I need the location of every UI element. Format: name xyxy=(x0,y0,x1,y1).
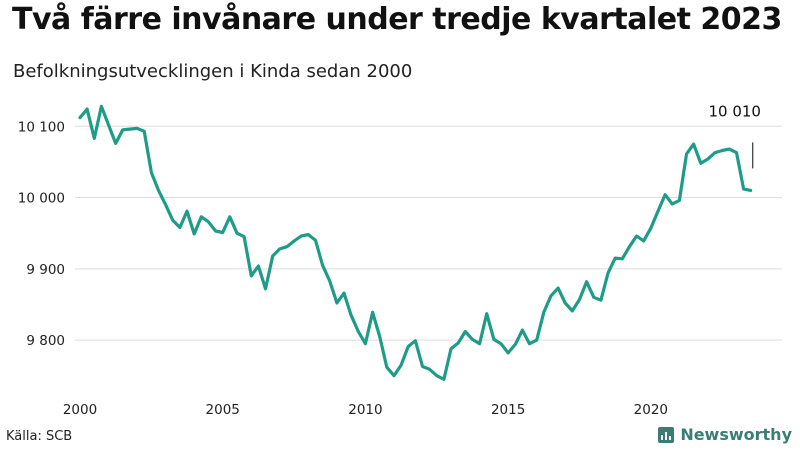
population-line xyxy=(78,104,753,381)
annotation-label: 10 010 xyxy=(708,102,761,120)
y-tick-label: 10 000 xyxy=(18,191,65,207)
y-axis-ticks: 9 800 9 900 10 000 10 100 xyxy=(18,119,65,349)
brand-name: Newsworthy xyxy=(680,425,792,444)
gridlines xyxy=(75,125,782,341)
x-axis-ticks: 2000 2005 2010 2015 2020 xyxy=(63,402,668,418)
y-tick-label: 10 100 xyxy=(18,119,65,135)
newsworthy-logo-icon xyxy=(658,426,675,443)
brand-logo-link[interactable]: Newsworthy xyxy=(658,425,792,444)
y-tick-label: 9 800 xyxy=(26,333,65,349)
y-tick-label: 9 900 xyxy=(26,262,65,278)
x-tick-label: 2005 xyxy=(206,402,240,418)
x-tick-label: 2020 xyxy=(634,402,668,418)
x-tick-label: 2010 xyxy=(348,402,382,418)
page-title: Två färre invånare under tredje kvartale… xyxy=(12,2,782,37)
x-tick-label: 2015 xyxy=(491,402,525,418)
x-tick-label: 2000 xyxy=(63,402,97,418)
page-subtitle: Befolkningsutvecklingen i Kinda sedan 20… xyxy=(13,61,413,82)
source-note: Källa: SCB xyxy=(6,429,73,444)
